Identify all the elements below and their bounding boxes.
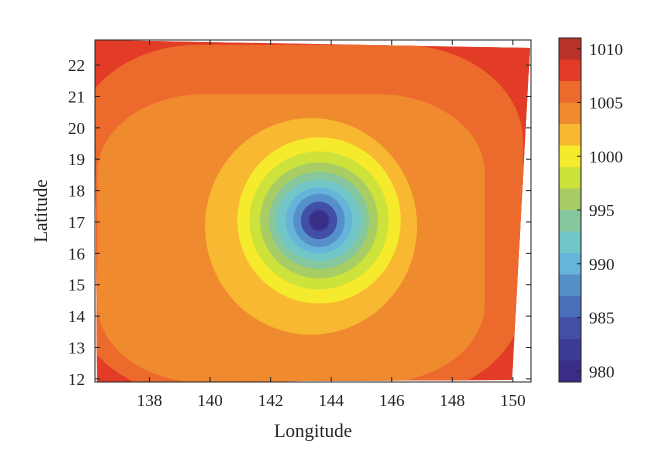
colorbar-swatch-1005 bbox=[559, 81, 581, 103]
x-tick-label: 142 bbox=[258, 391, 284, 410]
colorbar-swatch-987 bbox=[559, 274, 581, 296]
contour-center-980 bbox=[310, 211, 329, 230]
x-tick-label: 144 bbox=[318, 391, 344, 410]
x-tick-label: 150 bbox=[500, 391, 526, 410]
contour-layers bbox=[95, 40, 530, 382]
y-tick-label: 22 bbox=[68, 56, 85, 75]
colorbar-swatch-999 bbox=[559, 145, 581, 167]
colorbar-tick-label: 995 bbox=[589, 201, 615, 220]
colorbar-swatch-981 bbox=[559, 339, 581, 361]
colorbar-swatch-979 bbox=[559, 360, 581, 382]
y-tick-label: 12 bbox=[68, 370, 85, 389]
x-tick-label: 146 bbox=[379, 391, 405, 410]
colorbar-swatch-1001 bbox=[559, 124, 581, 146]
plot-frame bbox=[94, 39, 532, 383]
colorbar-tick-label: 1005 bbox=[589, 94, 623, 113]
y-tick-label: 20 bbox=[68, 119, 85, 138]
colorbar-swatch-991 bbox=[559, 231, 581, 253]
y-tick-label: 21 bbox=[68, 87, 85, 106]
y-tick-label: 19 bbox=[68, 150, 85, 169]
y-axis-ticks: 12 13 14 15 16 17 18 19 20 21 22 bbox=[68, 56, 531, 389]
plot-area bbox=[95, 40, 530, 382]
y-tick-label: 14 bbox=[68, 307, 86, 326]
colorbar-tick-label: 985 bbox=[589, 309, 615, 328]
x-axis-title: Longitude bbox=[274, 421, 352, 442]
colorbar-swatch-1003 bbox=[559, 102, 581, 124]
colorbar-swatch-983 bbox=[559, 317, 581, 339]
y-axis-title: Latitude bbox=[31, 179, 52, 242]
colorbar-swatch-989 bbox=[559, 253, 581, 275]
colorbar-swatch-997 bbox=[559, 167, 581, 189]
colorbar-swatch-995 bbox=[559, 188, 581, 210]
y-tick-label: 18 bbox=[68, 182, 85, 201]
x-tick-label: 148 bbox=[440, 391, 466, 410]
y-tick-label: 17 bbox=[68, 213, 86, 232]
colorbar-tick-label: 990 bbox=[589, 255, 615, 274]
x-axis-ticks: 138 140 142 144 146 148 150 bbox=[137, 40, 526, 410]
colorbar-tick-label: 1000 bbox=[589, 147, 623, 166]
colorbar-tick-label: 1010 bbox=[589, 40, 623, 59]
x-tick-label: 140 bbox=[197, 391, 223, 410]
y-tick-label: 16 bbox=[68, 244, 85, 263]
colorbar-swatch-985 bbox=[559, 296, 581, 318]
colorbar-swatch-993 bbox=[559, 210, 581, 232]
y-tick-label: 15 bbox=[68, 276, 85, 295]
colorbar-swatch-1007 bbox=[559, 59, 581, 81]
x-tick-label: 138 bbox=[137, 391, 163, 410]
y-tick-label: 13 bbox=[68, 338, 85, 357]
colorbar-tick-label: 980 bbox=[589, 362, 615, 381]
colorbar-ticks: 980 985 990 995 1000 1005 1010 bbox=[577, 40, 623, 381]
colorbar-swatch-1009 bbox=[559, 38, 581, 60]
